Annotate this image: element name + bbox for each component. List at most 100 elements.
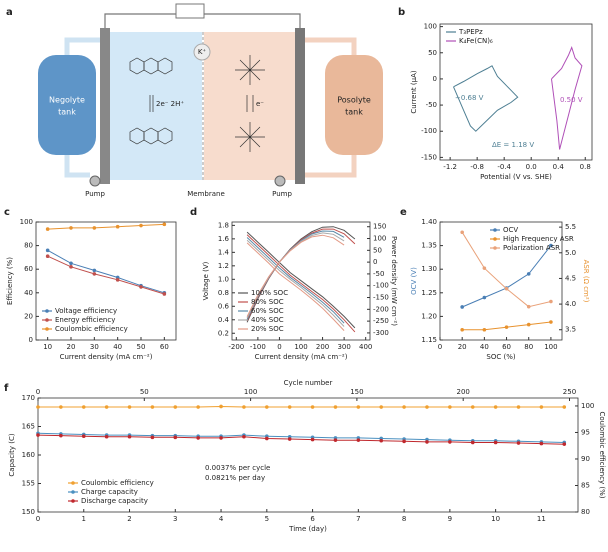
data-point	[333, 438, 338, 442]
data-point	[219, 404, 223, 409]
data-point	[115, 278, 120, 282]
legend-label: Polarization ASR	[503, 244, 560, 252]
x-tick-label: 300	[337, 343, 350, 351]
x-tick-label: -0.4	[497, 163, 511, 171]
data-point	[504, 325, 509, 329]
legend-marker	[45, 327, 49, 331]
data-point	[139, 223, 143, 228]
y-tick-label: 160	[22, 451, 35, 459]
legend-label: Discharge capacity	[81, 497, 148, 505]
x-tick-label: -0.8	[470, 163, 484, 171]
data-point	[356, 405, 361, 409]
series-line	[462, 245, 552, 308]
reaction-label: 2e⁻ 2H⁺	[156, 100, 184, 108]
legend-label: 60% SOC	[251, 307, 284, 315]
y2-tick-label: -50	[373, 270, 384, 278]
membrane-label: Membrane	[187, 190, 225, 198]
x2-tick-label: 100	[244, 388, 257, 396]
data-point	[127, 405, 132, 409]
x-tick-label: 7	[356, 515, 360, 523]
legend-marker	[71, 481, 75, 485]
x-tick-label: 10	[491, 515, 500, 523]
y2-tick-label: -250	[373, 317, 389, 325]
x-tick-label: 0.0	[526, 163, 537, 171]
data-point	[196, 436, 200, 440]
data-point	[265, 405, 269, 409]
y-tick-label: 0	[433, 75, 437, 83]
y-tick-label: -100	[421, 127, 437, 135]
y2-axis-label: ASR (Ω cm²)	[582, 260, 590, 303]
tank-label: Posolyte	[337, 96, 371, 105]
legend-label: Coulombic efficiency	[81, 479, 154, 487]
x-tick-label: 9	[448, 515, 452, 523]
x-axis-label: Potential (V vs. SHE)	[480, 173, 552, 181]
diagram: a Negolyte tank Posolyte tank K⁺ 2e⁻ 2H⁺…	[6, 3, 383, 198]
data-point	[59, 405, 63, 409]
data-point	[69, 226, 73, 230]
pump	[89, 175, 101, 187]
data-point	[526, 304, 531, 309]
y-tick-label: 165	[22, 423, 35, 431]
panel-label: f	[4, 383, 9, 394]
series-line	[37, 432, 565, 443]
y-axis-label: OCV (V)	[410, 267, 418, 295]
data-point	[539, 405, 544, 409]
data-point	[127, 434, 132, 439]
x-tick-label: 60	[160, 343, 169, 351]
legend-marker	[493, 237, 497, 241]
data-point	[139, 285, 143, 289]
x-tick-label: 11	[537, 515, 546, 523]
y2-tick-label: 5.5	[565, 223, 576, 231]
y2-tick-label: 50	[373, 246, 382, 254]
x-tick-label: 0	[277, 343, 281, 351]
x-axis-label: Time (day)	[288, 525, 327, 533]
x-tick-label: 400	[359, 343, 372, 351]
y2-tick-label: 4.5	[565, 274, 576, 282]
data-point	[173, 405, 178, 409]
data-point	[69, 261, 73, 266]
data-point	[526, 322, 531, 327]
data-point	[425, 440, 429, 444]
x-tick-label: 60	[502, 343, 511, 351]
pump	[274, 175, 286, 187]
y-tick-label: 1.2	[218, 262, 229, 270]
molecule	[129, 55, 265, 152]
y-tick-label: 1.40	[421, 218, 437, 226]
data-point	[470, 440, 475, 445]
x-tick-label: 100	[544, 343, 557, 351]
legend-label: Charge capacity	[81, 488, 138, 496]
y2-tick-label: -150	[373, 294, 389, 302]
x2-tick-label: 250	[563, 388, 576, 396]
x-tick-label: 3	[173, 515, 177, 523]
y2-axis-label: Coulombic efficiency (%)	[598, 411, 606, 498]
y-tick-label: 1.4	[218, 248, 230, 256]
series-line	[246, 234, 356, 333]
x-tick-label: 30	[90, 343, 99, 351]
y-tick-label: 0.6	[218, 302, 230, 310]
data-point	[425, 405, 429, 409]
data-point	[287, 437, 292, 441]
legend-marker	[493, 246, 497, 250]
annotation: 0.50 V	[560, 96, 583, 104]
series-line	[37, 434, 565, 445]
data-point	[460, 305, 464, 309]
x-tick-label: 0	[36, 515, 40, 523]
y2-tick-label: 5.0	[565, 249, 576, 257]
electrode	[100, 28, 110, 184]
x-axis-label: Current density (mA cm⁻²)	[255, 353, 348, 361]
legend-label: 20% SOC	[251, 325, 284, 333]
x2-tick-label: 150	[350, 388, 363, 396]
data-point	[150, 435, 155, 440]
data-point	[45, 248, 50, 253]
data-point	[402, 405, 406, 409]
data-point	[162, 222, 167, 227]
x-tick-label: -100	[250, 343, 266, 351]
y2-tick-label: 80	[581, 508, 590, 516]
y-tick-label: 60	[24, 265, 33, 273]
y2-tick-label: 0	[373, 258, 377, 266]
series-line	[47, 249, 165, 294]
y-tick-label: -150	[421, 153, 437, 161]
legend-marker	[45, 309, 49, 313]
series-line	[246, 231, 356, 329]
data-point	[69, 265, 73, 269]
